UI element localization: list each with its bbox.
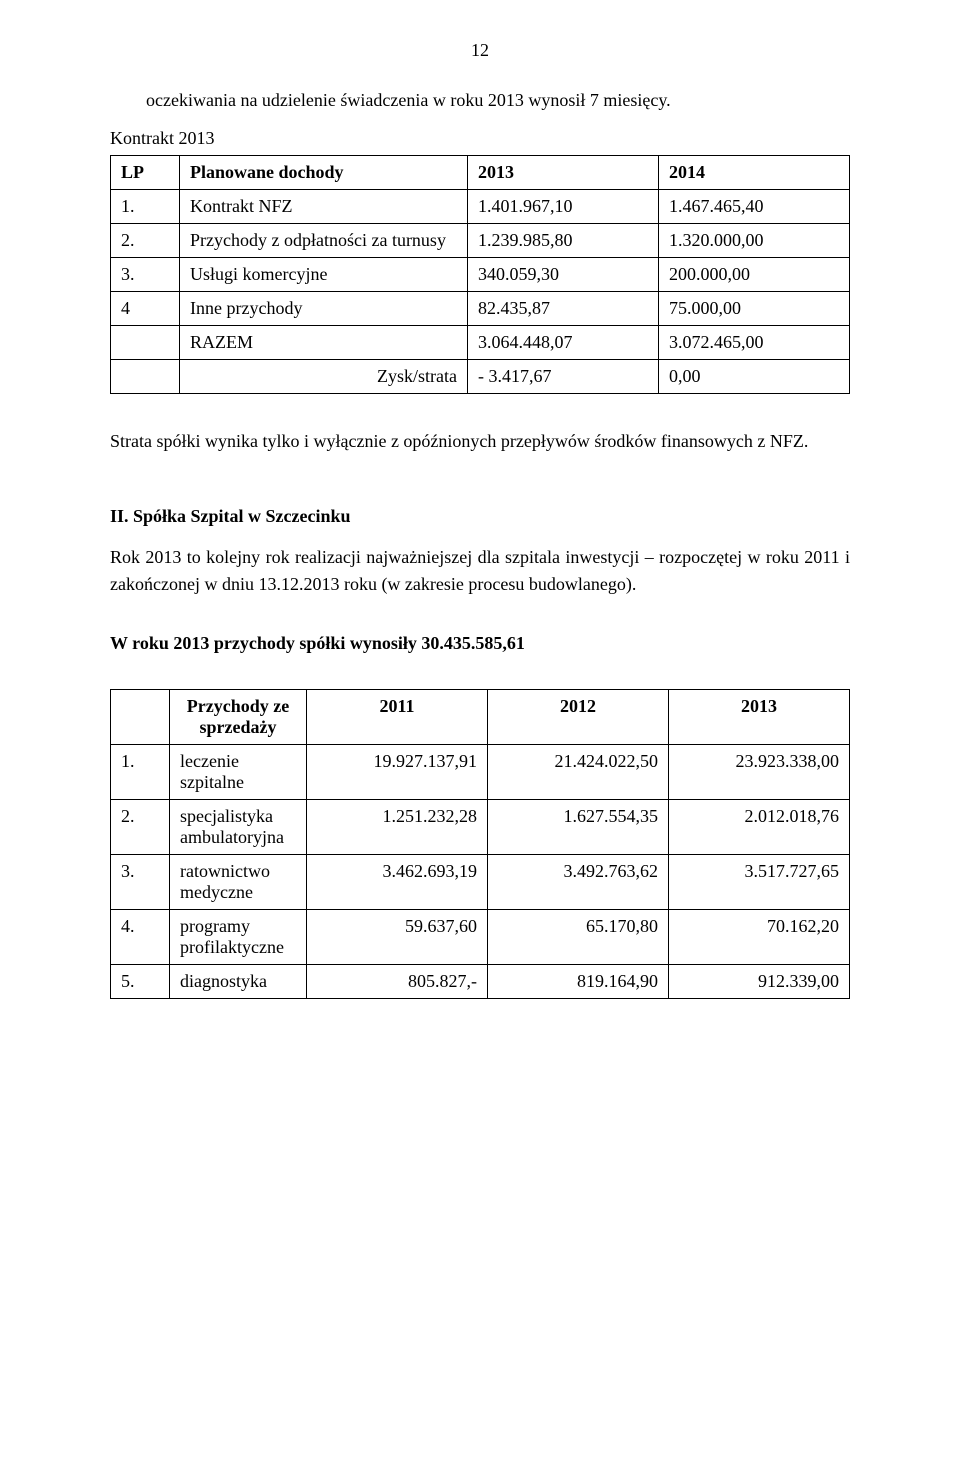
cell-y2: 1.320.000,00 (659, 224, 850, 258)
cell-desc: diagnostyka (170, 965, 307, 999)
cell-lp: 4. (111, 910, 170, 965)
cell-razem-y2: 3.072.465,00 (659, 326, 850, 360)
table-row: 4. programy profilaktyczne 59.637,60 65.… (111, 910, 850, 965)
table-row: 3. Usługi komercyjne 340.059,30 200.000,… (111, 258, 850, 292)
col-header-y1: 2013 (468, 156, 659, 190)
cell-desc: programy profilaktyczne (170, 910, 307, 965)
table-row: 1. Kontrakt NFZ 1.401.967,10 1.467.465,4… (111, 190, 850, 224)
cell-2013: 70.162,20 (669, 910, 850, 965)
table-contract: LP Planowane dochody 2013 2014 1. Kontra… (110, 155, 850, 394)
cell-lp: 2. (111, 800, 170, 855)
cell-blank (111, 326, 180, 360)
cell-zysk-y2: 0,00 (659, 360, 850, 394)
cell-2013: 23.923.338,00 (669, 745, 850, 800)
strata-paragraph: Strata spółki wynika tylko i wyłącznie z… (110, 428, 850, 455)
spacer (110, 469, 850, 503)
cell-y1: 82.435,87 (468, 292, 659, 326)
cell-2013: 912.339,00 (669, 965, 850, 999)
cell-razem-label: RAZEM (180, 326, 468, 360)
col-header-2012: 2012 (488, 690, 669, 745)
cell-y2: 75.000,00 (659, 292, 850, 326)
cell-lp: 2. (111, 224, 180, 258)
cell-2012: 819.164,90 (488, 965, 669, 999)
cell-zysk-y1: - 3.417,67 (468, 360, 659, 394)
cell-2012: 65.170,80 (488, 910, 669, 965)
cell-y2: 200.000,00 (659, 258, 850, 292)
cell-y1: 1.401.967,10 (468, 190, 659, 224)
col-header-y2: 2014 (659, 156, 850, 190)
table-revenue: Przychody ze sprzedaży 2011 2012 2013 1.… (110, 689, 850, 999)
table-row: Zysk/strata - 3.417,67 0,00 (111, 360, 850, 394)
cell-y1: 1.239.985,80 (468, 224, 659, 258)
cell-2012: 1.627.554,35 (488, 800, 669, 855)
spacer (110, 394, 850, 428)
page-number: 12 (110, 40, 850, 61)
table-row: 4 Inne przychody 82.435,87 75.000,00 (111, 292, 850, 326)
table-row: 5. diagnostyka 805.827,- 819.164,90 912.… (111, 965, 850, 999)
table-row: LP Planowane dochody 2013 2014 (111, 156, 850, 190)
cell-desc: specjalistyka ambulatoryjna (170, 800, 307, 855)
table-row: 1. leczenie szpitalne 19.927.137,91 21.4… (111, 745, 850, 800)
cell-2011: 805.827,- (307, 965, 488, 999)
cell-lp: 5. (111, 965, 170, 999)
cell-desc: Przychody z odpłatności za turnusy (180, 224, 468, 258)
cell-lp: 1. (111, 745, 170, 800)
cell-lp: 1. (111, 190, 180, 224)
spacer (110, 612, 850, 630)
section2-title: II. Spółka Szpital w Szczecinku (110, 503, 850, 530)
spacer (110, 671, 850, 689)
cell-zysk-label: Zysk/strata (180, 360, 468, 394)
cell-desc: Kontrakt NFZ (180, 190, 468, 224)
table-row: 2. Przychody z odpłatności za turnusy 1.… (111, 224, 850, 258)
cell-desc: Inne przychody (180, 292, 468, 326)
intro-paragraph: oczekiwania na udzielenie świadczenia w … (110, 87, 850, 114)
contract-subhead: Kontrakt 2013 (110, 128, 850, 149)
col-header-2013: 2013 (669, 690, 850, 745)
cell-2013: 2.012.018,76 (669, 800, 850, 855)
col-header-blank (111, 690, 170, 745)
cell-2011: 59.637,60 (307, 910, 488, 965)
cell-desc: ratownictwo medyczne (170, 855, 307, 910)
table-row: 3. ratownictwo medyczne 3.462.693,19 3.4… (111, 855, 850, 910)
revenue-line: W roku 2013 przychody spółki wynosiły 30… (110, 630, 850, 657)
cell-y2: 1.467.465,40 (659, 190, 850, 224)
table-row: RAZEM 3.064.448,07 3.072.465,00 (111, 326, 850, 360)
cell-desc: leczenie szpitalne (170, 745, 307, 800)
cell-2011: 19.927.137,91 (307, 745, 488, 800)
cell-blank (111, 360, 180, 394)
col-header-2011: 2011 (307, 690, 488, 745)
cell-lp: 4 (111, 292, 180, 326)
section2-paragraph: Rok 2013 to kolejny rok realizacji najwa… (110, 544, 850, 598)
col-header-desc: Przychody ze sprzedaży (170, 690, 307, 745)
cell-razem-y1: 3.064.448,07 (468, 326, 659, 360)
col-header-lp: LP (111, 156, 180, 190)
cell-lp: 3. (111, 258, 180, 292)
cell-desc: Usługi komercyjne (180, 258, 468, 292)
cell-2011: 3.462.693,19 (307, 855, 488, 910)
cell-2011: 1.251.232,28 (307, 800, 488, 855)
col-header-desc: Planowane dochody (180, 156, 468, 190)
cell-2012: 3.492.763,62 (488, 855, 669, 910)
cell-y1: 340.059,30 (468, 258, 659, 292)
table-row: Przychody ze sprzedaży 2011 2012 2013 (111, 690, 850, 745)
cell-2013: 3.517.727,65 (669, 855, 850, 910)
page-container: 12 oczekiwania na udzielenie świadczenia… (0, 0, 960, 1471)
cell-2012: 21.424.022,50 (488, 745, 669, 800)
cell-lp: 3. (111, 855, 170, 910)
table-row: 2. specjalistyka ambulatoryjna 1.251.232… (111, 800, 850, 855)
